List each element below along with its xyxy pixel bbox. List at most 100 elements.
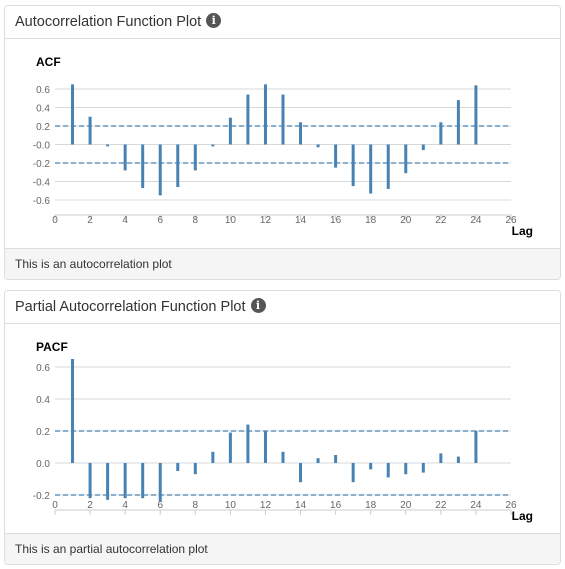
acf-bar[interactable] bbox=[456, 100, 460, 145]
pacf-footer-text: This is an partial autocorrelation plot bbox=[15, 542, 208, 556]
acf-bar[interactable] bbox=[106, 144, 110, 147]
acf-panel: Autocorrelation Function Plot i ACF 0.6 0.… bbox=[4, 5, 561, 280]
pacf-bar[interactable] bbox=[158, 463, 162, 502]
pacf-bar[interactable] bbox=[71, 359, 75, 463]
pacf-bar[interactable] bbox=[141, 463, 145, 499]
acf-y-tick-label: -0.6 bbox=[33, 196, 51, 207]
pacf-x-tick-label: 6 bbox=[157, 500, 163, 511]
info-icon[interactable]: i bbox=[250, 297, 266, 313]
acf-x-tick-label: 16 bbox=[330, 215, 342, 226]
acf-x-tick-label: 2 bbox=[87, 215, 93, 226]
pacf-bar[interactable] bbox=[263, 431, 267, 463]
acf-bar[interactable] bbox=[246, 94, 250, 145]
pacf-bar[interactable] bbox=[246, 424, 250, 463]
acf-y-tick-label: 0.6 bbox=[36, 85, 50, 96]
acf-bar[interactable] bbox=[421, 144, 425, 151]
pacf-bar[interactable] bbox=[123, 463, 127, 499]
pacf-y-tick-label: 0.2 bbox=[36, 427, 50, 438]
acf-x-tick-label: 4 bbox=[122, 215, 128, 226]
pacf-bar[interactable] bbox=[439, 453, 443, 463]
pacf-x-tick-label: 4 bbox=[122, 500, 128, 511]
pacf-x-axis-label: Lag bbox=[512, 509, 533, 523]
pacf-bar[interactable] bbox=[334, 455, 338, 463]
pacf-x-tick-label: 12 bbox=[260, 500, 272, 511]
acf-bar[interactable] bbox=[141, 144, 145, 188]
acf-bar[interactable] bbox=[351, 144, 355, 187]
acf-x-axis-label: Lag bbox=[512, 224, 533, 238]
acf-x-tick-label: 8 bbox=[193, 215, 199, 226]
pacf-bar[interactable] bbox=[211, 451, 215, 463]
pacf-x-tick-label: 0 bbox=[52, 500, 58, 511]
acf-x-tick-label: 14 bbox=[295, 215, 307, 226]
pacf-y-tick-label: -0.2 bbox=[33, 491, 51, 502]
acf-panel-title: Autocorrelation Function Plot bbox=[15, 14, 202, 30]
acf-chart-title: ACF bbox=[36, 55, 61, 69]
pacf-bar[interactable] bbox=[193, 463, 197, 475]
acf-bar[interactable] bbox=[386, 144, 390, 189]
pacf-x-tick-label: 8 bbox=[193, 500, 199, 511]
acf-bar[interactable] bbox=[281, 94, 285, 145]
pacf-x-tick-label: 24 bbox=[470, 500, 482, 511]
acf-x-tick-label: 26 bbox=[505, 215, 517, 226]
acf-x-tick-label: 20 bbox=[400, 215, 412, 226]
acf-chart-area: ACF 0.6 0.4 0.2 -0.0 -0.2 -0.4 -0.6 0 2 4 6 8 10 12 14 1… bbox=[5, 39, 560, 249]
pacf-bar[interactable] bbox=[88, 463, 92, 499]
pacf-bar[interactable] bbox=[228, 432, 232, 463]
acf-bar[interactable] bbox=[158, 144, 162, 196]
acf-bar[interactable] bbox=[263, 84, 267, 145]
acf-bar[interactable] bbox=[228, 117, 232, 145]
pacf-x-tick-label: 18 bbox=[365, 500, 377, 511]
pacf-y-tick-label: 0.4 bbox=[36, 395, 50, 406]
pacf-panel-footer: This is an partial autocorrelation plot bbox=[5, 533, 560, 564]
acf-y-tick-label: 0.4 bbox=[36, 104, 50, 115]
pacf-x-tick-label: 26 bbox=[505, 500, 517, 511]
acf-panel-header: Autocorrelation Function Plot i bbox=[5, 6, 560, 39]
acf-bar[interactable] bbox=[123, 144, 127, 171]
info-icon[interactable]: i bbox=[206, 12, 222, 28]
acf-bar[interactable] bbox=[404, 144, 408, 174]
acf-bar[interactable] bbox=[71, 84, 75, 145]
pacf-bar[interactable] bbox=[106, 463, 110, 500]
pacf-bar[interactable] bbox=[176, 463, 180, 471]
acf-bar[interactable] bbox=[316, 144, 320, 148]
acf-x-tick-label: 12 bbox=[260, 215, 272, 226]
pacf-panel-header: Partial Autocorrelation Function Plot i bbox=[5, 291, 560, 324]
pacf-bar[interactable] bbox=[404, 463, 408, 475]
pacf-bar[interactable] bbox=[299, 463, 303, 483]
pacf-bar[interactable] bbox=[369, 463, 373, 470]
pacf-x-tick-label: 20 bbox=[400, 500, 412, 511]
acf-bar[interactable] bbox=[334, 144, 338, 168]
pacf-bar[interactable] bbox=[474, 431, 478, 463]
acf-x-tick-label: 0 bbox=[52, 215, 58, 226]
pacf-bar[interactable] bbox=[456, 456, 460, 463]
pacf-bar[interactable] bbox=[421, 463, 425, 473]
pacf-bar[interactable] bbox=[351, 463, 355, 483]
acf-bar[interactable] bbox=[176, 144, 180, 188]
pacf-y-tick-label: 0.0 bbox=[36, 459, 50, 470]
acf-y-tick-label: -0.2 bbox=[33, 159, 51, 170]
pacf-chart-title: PACF bbox=[36, 340, 68, 354]
pacf-panel-title: Partial Autocorrelation Function Plot bbox=[15, 299, 246, 315]
acf-bar[interactable] bbox=[193, 144, 197, 171]
acf-x-tick-label: 6 bbox=[157, 215, 163, 226]
pacf-bar[interactable] bbox=[386, 463, 390, 478]
pacf-chart-area: PACF 0.6 0.4 0.2 0.0 -0.2 0 2 4 6 8 10 12 14 16 18 20 22 2… bbox=[5, 324, 560, 534]
pacf-bar[interactable] bbox=[281, 451, 285, 463]
pacf-x-tick-label: 16 bbox=[330, 500, 342, 511]
acf-bar[interactable] bbox=[474, 85, 478, 145]
acf-x-tick-label: 22 bbox=[435, 215, 447, 226]
acf-bar[interactable] bbox=[369, 144, 373, 194]
acf-bar[interactable] bbox=[88, 116, 92, 145]
pacf-bar[interactable] bbox=[316, 458, 320, 463]
pacf-x-tick-label: 10 bbox=[225, 500, 237, 511]
pacf-x-tick-label: 22 bbox=[435, 500, 447, 511]
acf-panel-footer: This is an autocorrelation plot bbox=[5, 248, 560, 279]
acf-y-tick-label: -0.4 bbox=[33, 178, 51, 189]
acf-y-tick-label: 0.2 bbox=[36, 122, 50, 133]
acf-bar[interactable] bbox=[211, 144, 215, 147]
pacf-x-tick-label: 2 bbox=[87, 500, 93, 511]
acf-bar[interactable] bbox=[439, 122, 443, 145]
acf-x-tick-label: 10 bbox=[225, 215, 237, 226]
acf-bar[interactable] bbox=[299, 122, 303, 145]
